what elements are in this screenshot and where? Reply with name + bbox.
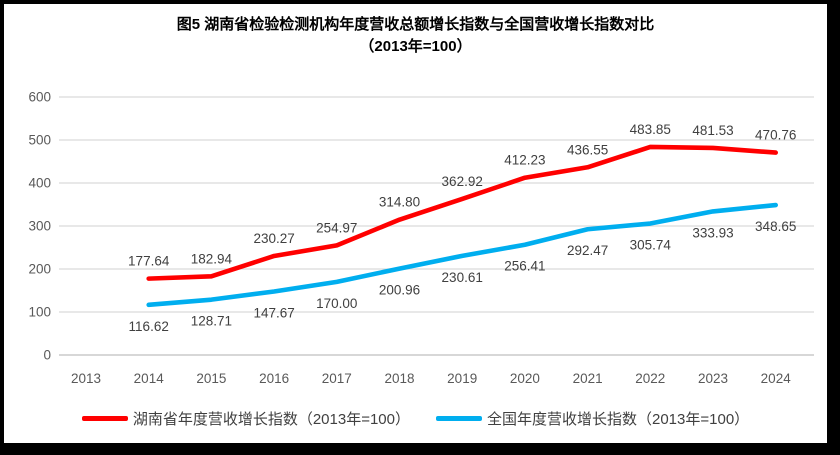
- data-label: 254.97: [316, 220, 357, 235]
- data-label: 230.61: [442, 270, 483, 285]
- x-tick-label: 2014: [134, 371, 165, 386]
- legend-line-swatch-red: [81, 415, 128, 421]
- line-chart: 0 100 200 300 400 500 600 2013 2014 2015 2016 2017 2…: [28, 90, 814, 386]
- y-tick-label: 600: [28, 90, 51, 105]
- data-label: 200.96: [379, 283, 420, 298]
- x-tick-label: 2015: [196, 371, 226, 386]
- legend-label-hunan: 湖南省年度营收增长指数（2013年=100）: [132, 410, 410, 428]
- data-label: 182.94: [191, 251, 233, 266]
- x-tick-label: 2019: [447, 371, 477, 386]
- y-tick-label: 400: [28, 176, 51, 191]
- data-label: 470.76: [755, 128, 796, 143]
- data-label: 333.93: [692, 225, 733, 240]
- x-tick-label: 2022: [635, 371, 665, 386]
- data-label: 256.41: [504, 259, 545, 274]
- data-label: 412.23: [504, 153, 545, 168]
- chart-legend: 湖南省年度营收增长指数（2013年=100） 全国年度营收增长指数（2013年=…: [4, 402, 827, 434]
- series-line: [146, 202, 779, 308]
- data-label: 128.71: [191, 314, 232, 329]
- x-tick-label: 2021: [573, 371, 603, 386]
- y-tick-label: 300: [28, 219, 51, 234]
- chart-title-line1: 图5 湖南省检验检测机构年度营收总额增长指数与全国营收增长指数对比: [176, 16, 655, 33]
- legend-line-swatch-blue: [436, 415, 482, 421]
- data-label: 436.55: [567, 142, 608, 157]
- data-label: 348.65: [755, 219, 796, 234]
- x-tick-label: 2023: [698, 371, 728, 386]
- data-label: 314.80: [379, 195, 420, 210]
- data-label: 230.27: [253, 231, 294, 246]
- chart-title: 图5 湖南省检验检测机构年度营收总额增长指数与全国营收增长指数对比 （2013年…: [4, 14, 827, 58]
- data-label: 177.64: [128, 254, 170, 269]
- x-tick-label: 2013: [71, 371, 101, 386]
- y-tick-label: 100: [28, 305, 51, 320]
- data-label: 362.92: [442, 174, 483, 189]
- y-tick-label: 200: [28, 262, 51, 277]
- chart-title-line2: （2013年=100）: [359, 38, 472, 55]
- x-tick-label: 2016: [259, 371, 289, 386]
- legend-label-national: 全国年度营收增长指数（2013年=100）: [487, 410, 750, 428]
- data-label: 116.62: [129, 319, 169, 334]
- data-label: 292.47: [567, 243, 608, 258]
- series-line: [146, 144, 779, 281]
- legend-item-hunan: 湖南省年度营收增长指数（2013年=100）: [81, 408, 410, 429]
- chart-canvas: 图5 湖南省检验检测机构年度营收总额增长指数与全国营收增长指数对比 （2013年…: [4, 4, 827, 443]
- x-tick-label: 2020: [510, 371, 540, 386]
- data-label: 147.67: [253, 306, 294, 321]
- x-tick-label: 2018: [384, 371, 414, 386]
- data-label: 481.53: [692, 123, 733, 138]
- data-label: 483.85: [630, 122, 671, 137]
- y-tick-label: 0: [43, 348, 51, 363]
- data-label: 170.00: [316, 296, 357, 311]
- data-label: 305.74: [630, 238, 672, 253]
- legend-item-national: 全国年度营收增长指数（2013年=100）: [436, 408, 749, 429]
- x-tick-label: 2024: [761, 371, 792, 386]
- x-tick-label: 2017: [322, 371, 352, 386]
- y-tick-label: 500: [28, 133, 51, 148]
